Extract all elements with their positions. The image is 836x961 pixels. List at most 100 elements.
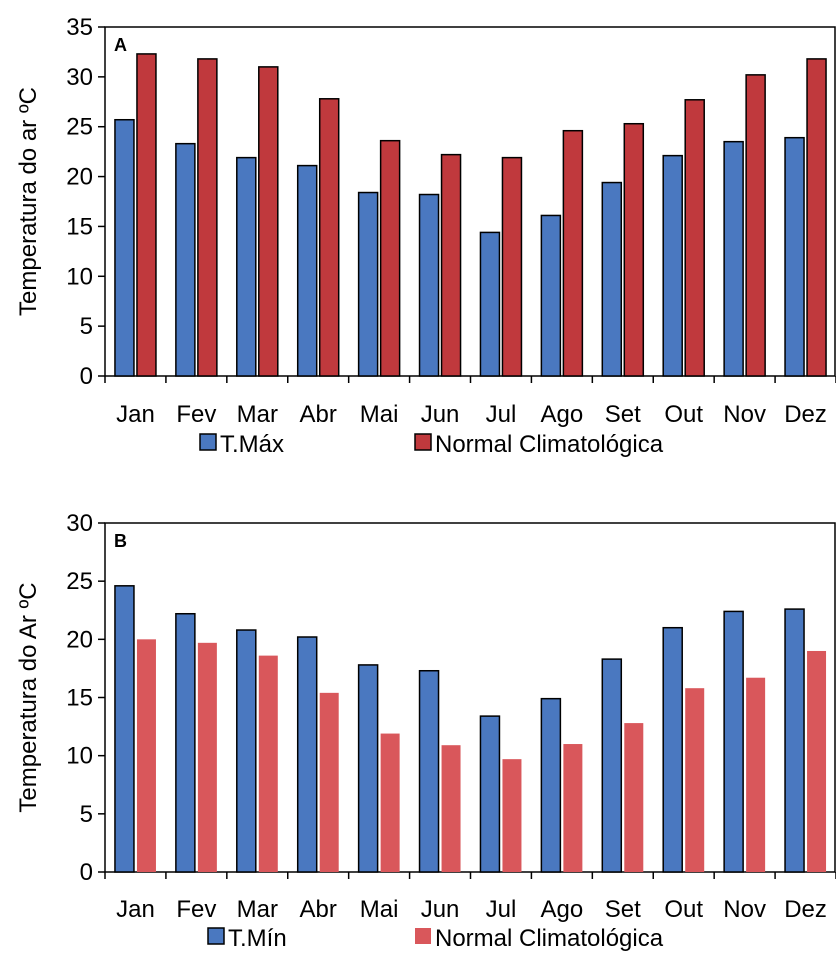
legend-label: T.Máx [220, 431, 284, 458]
x-tick-label: Jan [116, 896, 155, 923]
x-tick-label: Jan [116, 401, 155, 428]
legend-swatch [415, 928, 431, 944]
bar-series1 [236, 156, 257, 377]
y-tick-label: 5 [80, 313, 93, 340]
y-tick-label: 25 [66, 568, 93, 595]
bar-series1 [601, 658, 623, 873]
bar-series1 [175, 142, 196, 377]
y-tick-label: 0 [80, 363, 93, 390]
x-tick-label: Jul [486, 896, 517, 923]
bar-series1 [296, 636, 318, 873]
bar-series1 [723, 610, 744, 873]
x-tick-label: Nov [723, 896, 766, 923]
legend-label: Normal Climatológica [435, 925, 664, 952]
bar-series2 [258, 655, 278, 872]
legend-swatch [207, 927, 225, 945]
panel-label: A [114, 35, 127, 55]
bar-series1 [784, 136, 805, 377]
x-tick-label: Mar [237, 401, 278, 428]
bar-series1 [418, 669, 440, 873]
y-tick-label: 30 [66, 64, 93, 91]
x-tick-label: Abr [300, 896, 337, 923]
chart-panel-a: 0 5 10 15 20 25 30 35 Temperatura do ar ºC A Jan Fe… [15, 14, 836, 458]
bar-series2 [318, 98, 340, 377]
bar-series1 [479, 715, 501, 873]
bar-series1 [357, 664, 379, 873]
bar-series2 [136, 53, 157, 377]
x-tick-label: Jun [421, 896, 460, 923]
bar-series2 [745, 74, 766, 377]
x-tick-label: Fev [176, 896, 216, 923]
bar-series2 [197, 642, 217, 872]
x-tick-label: Ago [541, 401, 584, 428]
bar-series2 [136, 639, 156, 872]
bar-series2 [502, 759, 522, 872]
bar-series2 [441, 745, 461, 872]
bar-series2 [807, 650, 827, 872]
bar-series2 [806, 58, 827, 377]
x-tick-label: Dez [784, 896, 827, 923]
bar-series1 [175, 612, 196, 873]
bar-series1 [723, 140, 744, 377]
bar-series1 [357, 191, 379, 377]
legend-swatch [199, 433, 217, 451]
y-tick-label: 0 [80, 859, 93, 886]
x-tick-label: Set [605, 896, 641, 923]
bar-series2 [685, 688, 705, 872]
chart-panel-b: 0 5 10 15 20 25 30 Temperatura do Ar ºC B Jan Fev M… [15, 510, 836, 952]
bar-series1 [418, 193, 440, 377]
bar-series2 [501, 156, 523, 377]
bar-series1 [540, 214, 562, 377]
x-tick-label: Mai [360, 401, 399, 428]
x-tick-label: Fev [176, 401, 216, 428]
bar-series2 [563, 744, 583, 872]
y-axis-label: Temperatura do Ar ºC [15, 582, 42, 812]
y-tick-label: 10 [66, 263, 93, 290]
bar-series2 [684, 99, 705, 377]
bar-series1 [236, 629, 257, 873]
bar-series1 [662, 626, 683, 873]
bar-series1 [540, 697, 562, 873]
legend-label: Normal Climatológica [435, 431, 664, 458]
legend-label: T.Mín [228, 925, 287, 952]
bar-series2 [197, 58, 218, 377]
bar-series2 [319, 692, 339, 872]
x-tick-label: Mar [237, 896, 278, 923]
bar-series2 [624, 723, 644, 872]
y-tick-label: 15 [66, 213, 93, 240]
x-tick-label: Set [605, 401, 641, 428]
y-tick-label: 15 [66, 685, 93, 712]
x-tick-label: Dez [784, 401, 827, 428]
x-tick-label: Abr [300, 401, 337, 428]
x-tick-label: Jun [421, 401, 460, 428]
panel-label: B [114, 531, 127, 551]
y-tick-label: 10 [66, 743, 93, 770]
bar-series1 [784, 608, 805, 873]
bar-series2 [746, 677, 766, 872]
bar-series2 [258, 66, 279, 377]
bar-series2 [379, 139, 401, 377]
x-tick-label: Jul [486, 401, 517, 428]
bar-series1 [114, 118, 135, 377]
bar-series2 [380, 733, 400, 872]
x-tick-label: Nov [723, 401, 766, 428]
x-tick-label: Out [664, 896, 703, 923]
bar-series2 [440, 153, 462, 377]
y-tick-label: 20 [66, 164, 93, 191]
y-tick-label: 35 [66, 14, 93, 41]
x-tick-label: Ago [541, 896, 584, 923]
bar-series1 [114, 585, 135, 873]
bar-series1 [601, 181, 623, 377]
bar-series1 [479, 231, 501, 377]
y-tick-label: 5 [80, 801, 93, 828]
legend-swatch [414, 433, 432, 451]
x-tick-label: Out [664, 401, 703, 428]
y-tick-label: 20 [66, 626, 93, 653]
bar-series1 [662, 154, 683, 377]
y-tick-label: 25 [66, 114, 93, 141]
y-axis-label: Temperatura do ar ºC [15, 87, 42, 316]
bar-series1 [296, 164, 318, 377]
x-tick-label: Mai [360, 896, 399, 923]
y-tick-label: 30 [66, 510, 93, 537]
